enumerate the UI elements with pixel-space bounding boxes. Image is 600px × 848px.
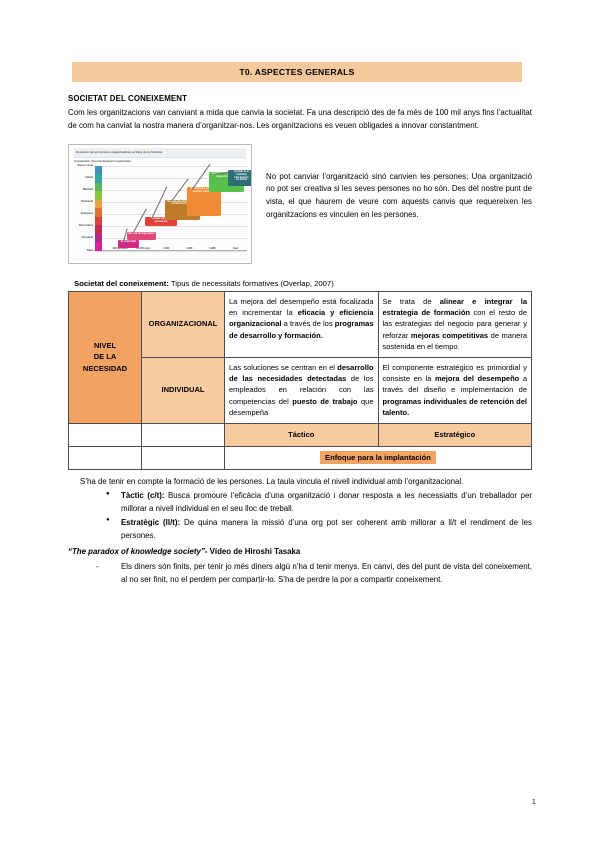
chart-gridline	[94, 226, 247, 228]
embedded-chart: Evolució de les formes organitzatives al…	[68, 143, 252, 264]
table-row: NIVEL DE LA NECESIDAD ORGANIZACIONAL La …	[68, 290, 532, 424]
level-header-line-3: NECESIDAD	[82, 363, 128, 373]
row-kind-individual: INDIVIDUAL	[141, 356, 225, 424]
closing-bullet-item: Estratègic (ll/t): De quina manera la mi…	[106, 516, 533, 543]
chart-connector-line	[191, 163, 211, 190]
chart-y-tick-label: Tribal	[86, 248, 93, 252]
chart-title-bar: Evolució de les formes organitzatives al…	[74, 147, 246, 158]
cell-individual-estrategico: El componente estratégico es primordial …	[377, 356, 532, 424]
chart-axis-color-strip	[95, 165, 102, 251]
cell-organizacional-estrategico: Se trata de alinear e integrar la estrat…	[377, 290, 532, 358]
chart-color-swatch	[95, 225, 102, 234]
section-paragraph: Com les organitzacions van canviant a mi…	[68, 108, 532, 130]
page-number: 1	[531, 797, 536, 806]
table-footer-row-labels: Táctico Estratégico	[68, 422, 532, 447]
chart-plot-area: Xarxa / cloud Virtual Matricial Divisional J…	[74, 163, 251, 252]
chart-gridline	[94, 238, 247, 240]
chart-y-tick-label: Matricial	[82, 187, 93, 191]
video-attribution: - Vídeo de Hiroshi Tasaka	[204, 547, 301, 557]
needs-table: NIVEL DE LA NECESIDAD ORGANIZACIONAL La …	[68, 290, 532, 470]
table-caption-bold: Societat del coneixement:	[74, 278, 169, 288]
bullet-lead-label: Tàctic (c/t):	[121, 491, 165, 501]
cell-organizacional-tactico: La mejora del desempeño está focalizada …	[224, 290, 379, 358]
chart-x-tick-label: 1.980	[209, 246, 216, 250]
section-heading-societat-del-coneixement: SOCIETAT DEL CONEIXEMENT	[68, 94, 188, 103]
chart-x-tick-label: 10.000 anys	[136, 246, 151, 250]
chart-color-swatch	[95, 174, 102, 183]
chart-color-swatch	[95, 182, 102, 192]
chart-x-tick-label: 100.000 anys	[112, 246, 128, 250]
chart-y-tick-label: Burocràtica	[79, 224, 93, 228]
page-content: T0. ASPECTES GENERALS SOCIETAT DEL CONEI…	[68, 62, 532, 587]
level-header-line-1: NIVEL	[93, 340, 117, 350]
chart-gridline	[94, 177, 247, 179]
chart-side-paragraph: No pot canviar l’organització sinó canvi…	[266, 171, 532, 219]
chart-data-callout: Societat de la creativitat, intel·ligènc…	[227, 169, 251, 186]
video-reference-line: “The paradox of knowledge society”- Víde…	[68, 546, 532, 559]
closing-bullet-item: Tàctic (c/t): Busca promoure l’eficàcia …	[106, 490, 532, 516]
table-caption: Societat del coneixement: Tipus de neces…	[74, 279, 532, 288]
chart-y-axis-label: Complexitat / Desenvolupament organitzat…	[74, 159, 131, 163]
chart-color-swatch	[95, 216, 102, 226]
footer-estrategico-label: Estratégico	[377, 422, 532, 447]
bullet-lead-label: Estratègic (ll/t):	[121, 517, 181, 527]
page-title: T0. ASPECTES GENERALS	[72, 62, 522, 82]
bullet-text: De quina manera la missió d’una org pot …	[121, 517, 533, 540]
row-kind-organizacional: ORGANIZACIONAL	[141, 290, 225, 358]
closing-dash-list: Els diners són finits, per tenir jo més …	[80, 561, 532, 587]
chart-gridline	[94, 189, 247, 191]
chart-y-tick-label: Divisional	[81, 200, 93, 204]
chart-color-swatch	[95, 208, 102, 217]
footer-blank-level-2	[68, 445, 142, 470]
footer-approach-label: Enfoque para la implantación	[320, 450, 436, 465]
chart-color-swatch	[95, 242, 102, 251]
chart-color-swatch	[95, 191, 102, 200]
video-quote-title: “The paradox of knowledge society”	[68, 547, 205, 557]
chart-and-text-row: Evolució de les formes organitzatives al…	[68, 143, 532, 264]
footer-approach-cell: Enfoque para la implantación	[224, 445, 532, 470]
footer-blank-level	[68, 422, 142, 447]
chart-color-swatch	[95, 165, 102, 175]
footer-tactico-label: Táctico	[224, 422, 379, 447]
chart-side-text: No pot canviar l’organització sinó canvi…	[254, 144, 532, 222]
chart-x-axis	[94, 249, 247, 251]
chart-y-tick-label: Xarxa / cloud	[77, 163, 93, 167]
chart-wrapper: Evolució de les formes organitzatives al…	[68, 143, 254, 264]
chart-x-tick-label: 1.900	[186, 246, 193, 250]
chart-y-tick-label: Virtual	[85, 175, 93, 179]
cell-individual-tactico: Las soluciones se centran en el desarrol…	[224, 356, 379, 424]
footer-blank-kind	[141, 422, 225, 447]
chart-color-swatch	[95, 199, 102, 209]
chart-y-tick-label: Jeràrquica	[80, 212, 93, 216]
chart-x-tick-label: Avui	[232, 246, 239, 250]
closing-bullet-list: Tàctic (c/t): Busca promoure l’eficàcia …	[80, 490, 532, 542]
chart-data-callout: Societat tribal	[118, 240, 139, 249]
table-footer-row-approach: Enfoque para la implantación	[68, 445, 532, 470]
chart-x-tick-label: 1.800	[163, 246, 170, 250]
chart-data-callout: Societat de l’agricultura	[126, 231, 157, 241]
closing-section: S’ha de tenir en compte la formació de l…	[68, 476, 532, 587]
bullet-text: Busca promoure l’eficàcia d’una organitz…	[121, 491, 532, 514]
level-header-line-2: DE LA	[93, 352, 117, 362]
closing-intro: S’ha de tenir en compte la formació de l…	[80, 476, 464, 486]
level-header-cell: NIVEL DE LA NECESIDAD	[68, 290, 142, 424]
table-row: INDIVIDUAL Las soluciones se centran en …	[69, 356, 532, 424]
chart-color-swatch	[95, 233, 102, 243]
chart-gridline	[94, 250, 247, 252]
chart-data-callout: Societat industrial primerenca	[145, 217, 177, 226]
table-caption-rest: Tipus de necessitats formatives (Overlap…	[168, 278, 334, 288]
closing-dash-item: Els diners són finits, per tenir jo més …	[96, 561, 532, 587]
footer-blank-kind-2	[141, 445, 225, 470]
chart-y-tick-label: Artesanal	[81, 236, 93, 240]
chart-title: Evolució de les formes organitzatives al…	[76, 149, 163, 154]
chart-gridline	[94, 165, 247, 167]
